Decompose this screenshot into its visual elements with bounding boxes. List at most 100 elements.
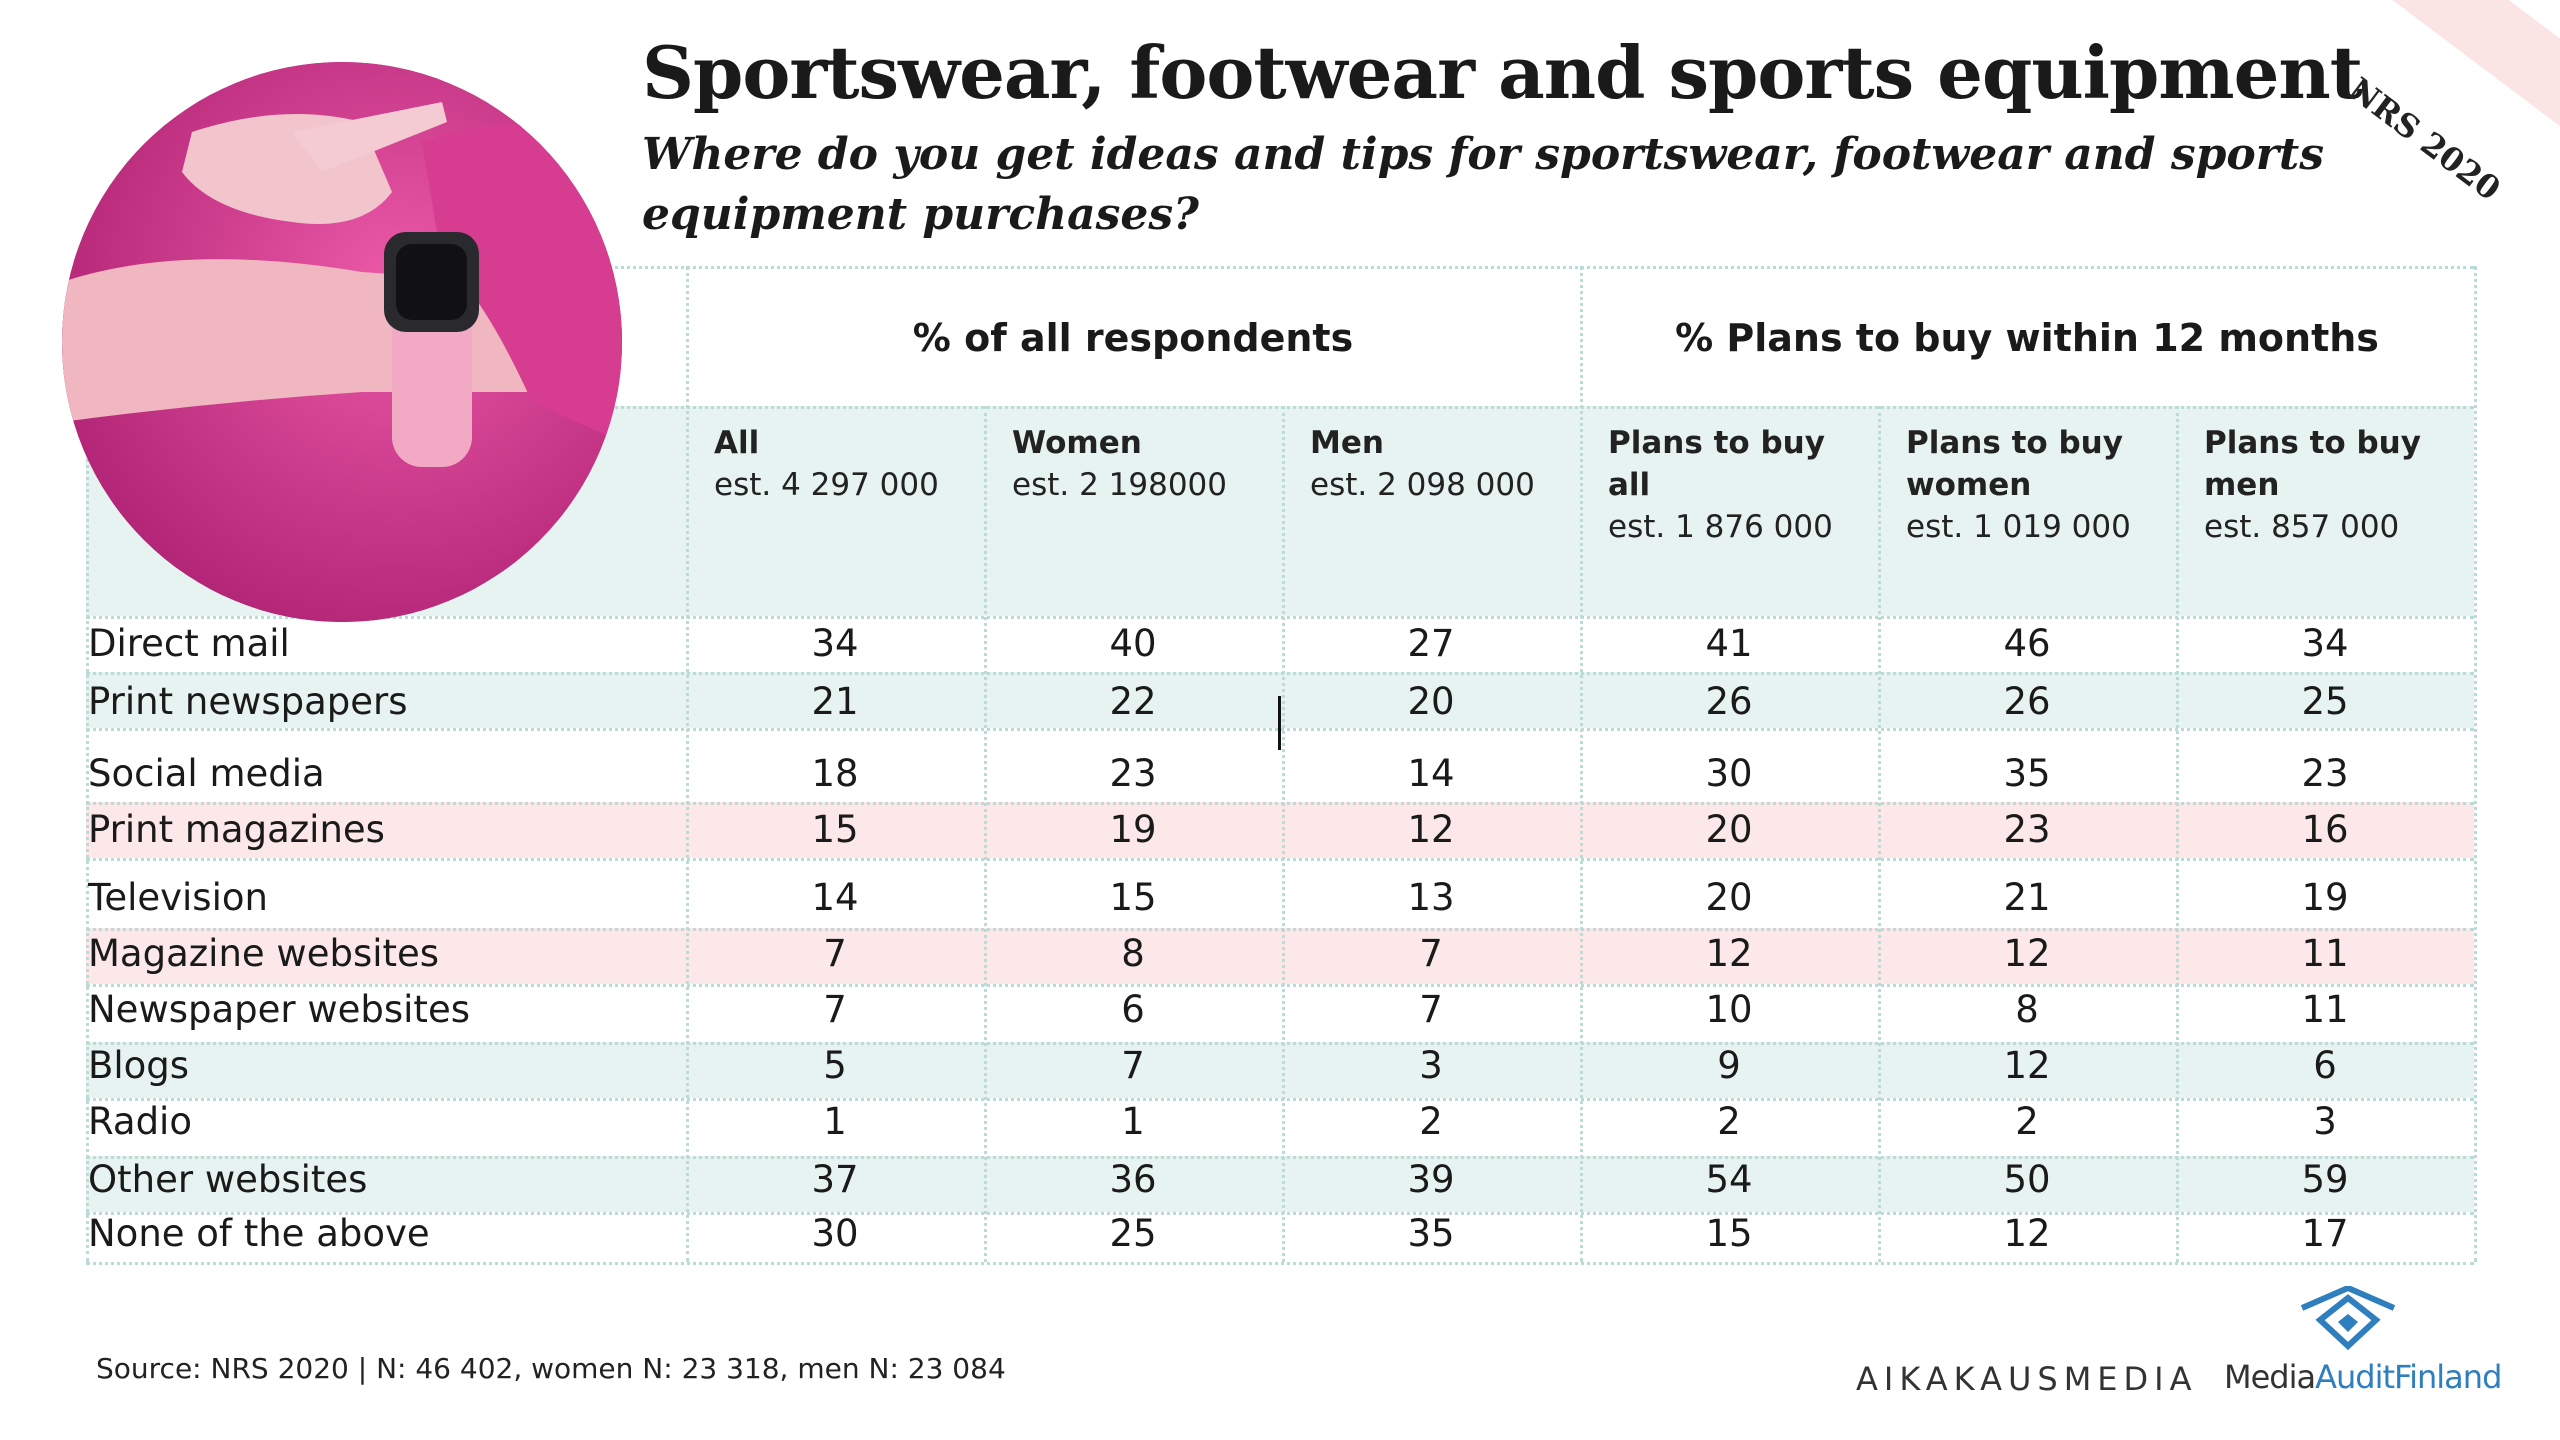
column-header: Women est. 2 198000 bbox=[1012, 422, 1282, 506]
table-cell: 46 bbox=[2003, 622, 2051, 665]
row-band-magazine-websites bbox=[86, 928, 2474, 984]
table-cell: 34 bbox=[2301, 622, 2349, 665]
table-cell: 34 bbox=[811, 622, 859, 665]
table-cell: 13 bbox=[1407, 876, 1455, 919]
table-cell: 12 bbox=[1705, 932, 1753, 975]
row-label: Magazine websites bbox=[88, 932, 440, 975]
table-cell: 17 bbox=[2301, 1212, 2349, 1255]
grid-line bbox=[1878, 406, 1881, 1262]
row-label: Print newspapers bbox=[88, 680, 408, 723]
column-header-title: Plans to buy bbox=[1906, 425, 2123, 461]
table-cell: 23 bbox=[2301, 752, 2349, 795]
group-header-plans-to-buy: % Plans to buy within 12 months bbox=[1675, 316, 2379, 360]
table-cell: 14 bbox=[1407, 752, 1455, 795]
column-header-estimate: est. 857 000 bbox=[2204, 509, 2400, 545]
row-label: Radio bbox=[88, 1100, 192, 1143]
grid-line bbox=[86, 406, 2474, 409]
column-header-subtitle: women bbox=[1906, 467, 2032, 503]
column-header: Men est. 2 098 000 bbox=[1310, 422, 1580, 506]
grid-line bbox=[86, 672, 2474, 675]
group-header-all-respondents: % of all respondents bbox=[912, 316, 1354, 360]
column-header: Plans to buy women est. 1 019 000 bbox=[1906, 422, 2176, 548]
table-cell: 37 bbox=[811, 1158, 859, 1201]
table-cell: 3 bbox=[2313, 1100, 2337, 1143]
table-cell: 7 bbox=[1419, 988, 1443, 1031]
source-note: Source: NRS 2020 | N: 46 402, women N: 2… bbox=[96, 1352, 1006, 1385]
page-title: Sportswear, footwear and sports equipmen… bbox=[642, 30, 2363, 115]
table-cell: 18 bbox=[811, 752, 859, 795]
table-cell: 12 bbox=[2003, 932, 2051, 975]
column-header-estimate: est. 2 198000 bbox=[1012, 467, 1228, 503]
table-cell: 40 bbox=[1109, 622, 1157, 665]
table-cell: 5 bbox=[823, 1044, 847, 1087]
table-cell: 3 bbox=[1419, 1044, 1443, 1087]
table-cell: 20 bbox=[1407, 680, 1455, 723]
grid-line bbox=[86, 1212, 2474, 1215]
table-cell: 12 bbox=[2003, 1044, 2051, 1087]
table-grid bbox=[86, 266, 2477, 1265]
nrs-badge: NRS 2020 bbox=[2341, 69, 2508, 209]
table-cell: 11 bbox=[2301, 932, 2349, 975]
row-label: Blogs bbox=[88, 1044, 190, 1087]
table-cell: 2 bbox=[1717, 1100, 1741, 1143]
table-cell: 7 bbox=[1419, 932, 1443, 975]
grid-line bbox=[86, 984, 2474, 987]
table-cell: 16 bbox=[2301, 808, 2349, 851]
column-header-estimate: est. 1 876 000 bbox=[1608, 509, 1833, 545]
column-header-title: Men bbox=[1310, 425, 1384, 461]
grid-line bbox=[1580, 266, 1583, 1262]
grid-line bbox=[86, 616, 2474, 619]
table-cell: 6 bbox=[1121, 988, 1145, 1031]
row-band-other-websites bbox=[86, 1156, 2474, 1212]
maf-audit: Audit bbox=[2315, 1358, 2395, 1396]
table-cell: 23 bbox=[2003, 808, 2051, 851]
row-label: Television bbox=[88, 876, 268, 919]
smartwatch-photo-illustration bbox=[62, 62, 622, 622]
grid-line bbox=[86, 802, 2474, 805]
grid-line bbox=[2176, 406, 2179, 1262]
table-cell: 15 bbox=[1109, 876, 1157, 919]
grid-line bbox=[86, 1098, 2474, 1101]
table-cell: 10 bbox=[1705, 988, 1753, 1031]
table-cell: 26 bbox=[1705, 680, 1753, 723]
table-cell: 23 bbox=[1109, 752, 1157, 795]
grid-line bbox=[86, 928, 2474, 931]
table-cell: 7 bbox=[1121, 1044, 1145, 1087]
maf-finland: Finland bbox=[2394, 1358, 2502, 1396]
table-cell: 22 bbox=[1109, 680, 1157, 723]
table-cell: 25 bbox=[1109, 1212, 1157, 1255]
media-audit-finland-logo: MediaAuditFinland bbox=[2224, 1358, 2502, 1396]
row-label: None of the above bbox=[88, 1212, 430, 1255]
column-header-estimate: est. 1 019 000 bbox=[1906, 509, 2131, 545]
column-header-title: Women bbox=[1012, 425, 1142, 461]
text-cursor bbox=[1278, 696, 1281, 750]
table-cell: 30 bbox=[1705, 752, 1753, 795]
table-cell: 1 bbox=[1121, 1100, 1145, 1143]
table-cell: 7 bbox=[823, 988, 847, 1031]
table-cell: 19 bbox=[1109, 808, 1157, 851]
table-cell: 27 bbox=[1407, 622, 1455, 665]
grid-line bbox=[86, 1262, 2474, 1265]
table-cell: 35 bbox=[1407, 1212, 1455, 1255]
table-cell: 2 bbox=[2015, 1100, 2039, 1143]
table-cell: 21 bbox=[811, 680, 859, 723]
table-cell: 41 bbox=[1705, 622, 1753, 665]
column-header-subtitle: all bbox=[1608, 467, 1651, 503]
row-label: Print magazines bbox=[88, 808, 385, 851]
aikakausmedia-logo: AIKAKAUSMEDIA bbox=[1856, 1360, 2198, 1398]
table-cell: 20 bbox=[1705, 808, 1753, 851]
table-cell: 20 bbox=[1705, 876, 1753, 919]
row-band-blogs bbox=[86, 1042, 2474, 1098]
grid-line bbox=[86, 266, 89, 1262]
table-cell: 14 bbox=[811, 876, 859, 919]
table-cell: 12 bbox=[1407, 808, 1455, 851]
column-header-title: All bbox=[714, 425, 760, 461]
row-label: Other websites bbox=[88, 1158, 368, 1201]
column-header-estimate: est. 4 297 000 bbox=[714, 467, 939, 503]
table-cell: 59 bbox=[2301, 1158, 2349, 1201]
table-cell: 26 bbox=[2003, 680, 2051, 723]
grid-line bbox=[984, 406, 987, 1262]
table-cell: 9 bbox=[1717, 1044, 1741, 1087]
column-header: Plans to buy all est. 1 876 000 bbox=[1608, 422, 1878, 548]
table-cell: 1 bbox=[823, 1100, 847, 1143]
